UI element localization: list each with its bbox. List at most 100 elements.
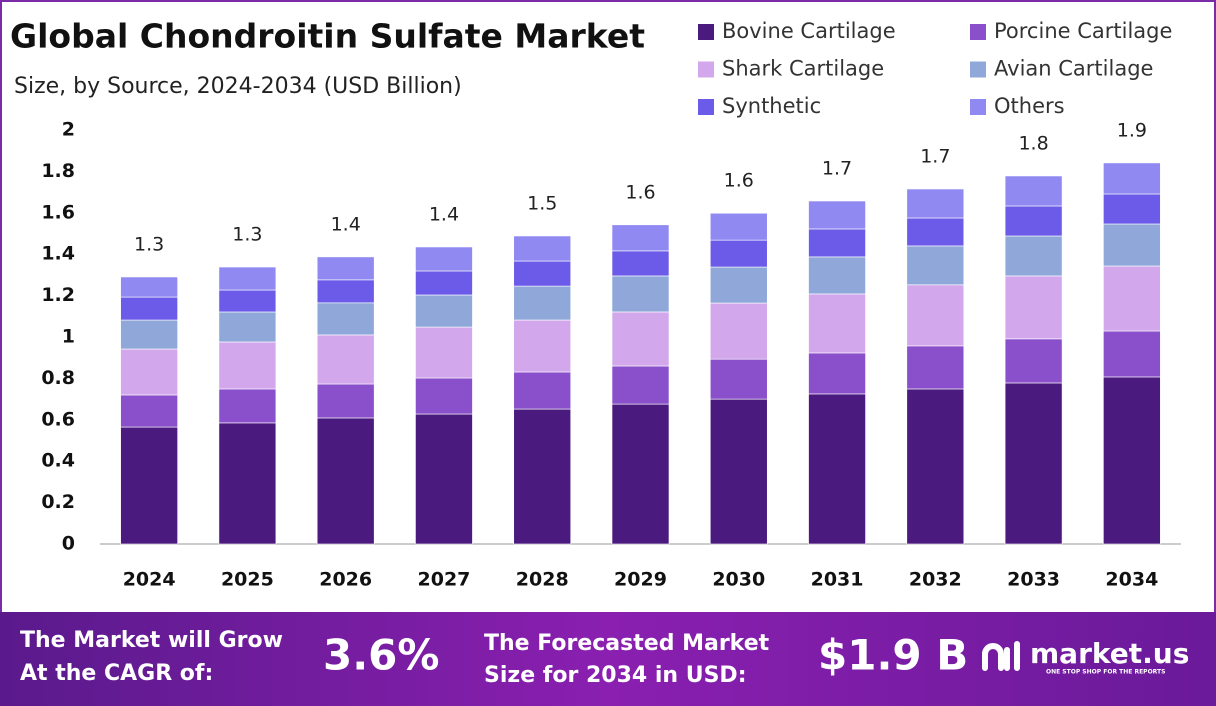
- total-label: 1.3: [232, 224, 262, 246]
- x-tick-label: 2033: [1007, 569, 1060, 591]
- bar-segment: [316, 417, 375, 545]
- chart-title: Global Chondroitin Sulfate Market: [10, 17, 645, 56]
- footer-text: At the CAGR of:: [20, 661, 213, 686]
- total-label: 1.6: [724, 170, 754, 192]
- y-tick-label: 2: [62, 119, 75, 141]
- bar-segment: [1004, 205, 1063, 237]
- bar-segment: [808, 256, 866, 295]
- bar-segment: [709, 398, 768, 545]
- bar-segment: [1103, 330, 1161, 378]
- bar-segment: [218, 341, 277, 390]
- legend-swatch: [698, 99, 714, 115]
- total-label: 1.6: [625, 181, 655, 203]
- bar-segment: [513, 371, 572, 410]
- bar-segment: [906, 284, 965, 347]
- bar-segment: [808, 352, 866, 395]
- bar-segment: [808, 393, 866, 545]
- y-tick-label: 1.2: [41, 284, 75, 306]
- footer-value: $1.9 B: [818, 631, 968, 680]
- y-tick-label: 0.8: [41, 367, 75, 389]
- legend-label: Others: [994, 94, 1065, 118]
- bar-segment: [906, 188, 965, 219]
- legend-swatch: [698, 24, 714, 40]
- bar-segment: [120, 319, 178, 350]
- total-label: 1.4: [331, 213, 361, 235]
- bar-segment: [1103, 376, 1161, 545]
- bar-segment: [808, 293, 866, 354]
- bar-segment: [906, 245, 965, 286]
- y-tick-label: 0.6: [41, 408, 75, 430]
- bar-segment: [218, 311, 277, 343]
- y-tick-label: 1.6: [41, 201, 75, 223]
- x-tick-label: 2028: [516, 569, 569, 591]
- bar-segment: [1004, 338, 1063, 384]
- bar-segment: [611, 311, 670, 367]
- total-label: 1.7: [822, 158, 852, 180]
- total-label: 1.7: [920, 145, 950, 167]
- x-tick-label: 2026: [319, 569, 372, 591]
- y-tick-label: 1: [62, 326, 75, 348]
- x-tick-label: 2032: [909, 569, 962, 591]
- bar-segment: [120, 426, 178, 545]
- bar-segment: [218, 422, 277, 545]
- footer-band: [0, 612, 1216, 706]
- bar-segment: [1103, 193, 1161, 225]
- bar-segment: [415, 270, 473, 296]
- total-label: 1.9: [1117, 119, 1147, 141]
- bar-segment: [1103, 162, 1161, 195]
- bar-segment: [1103, 223, 1161, 267]
- bar-segment: [120, 276, 178, 298]
- legend-label: Porcine Cartilage: [994, 19, 1172, 43]
- logo: market.us ONE STOP SHOP FOR THE REPORTS: [982, 637, 1189, 676]
- bar-segment: [513, 408, 572, 545]
- x-tick-label: 2025: [221, 569, 274, 591]
- bar-segment: [415, 377, 473, 415]
- y-tick-label: 0: [62, 533, 75, 555]
- bar-segment: [906, 345, 965, 390]
- y-tick-label: 0.4: [41, 450, 75, 472]
- x-tick-label: 2027: [418, 569, 471, 591]
- bar-segment: [611, 275, 670, 313]
- bar-segment: [316, 279, 375, 304]
- bar-segment: [415, 294, 473, 328]
- logo-text: market.us: [1030, 637, 1189, 670]
- y-tick-label: 0.2: [41, 491, 75, 513]
- total-label: 1.4: [429, 203, 459, 225]
- bar-segment: [218, 266, 277, 291]
- x-tick-label: 2031: [811, 569, 864, 591]
- bar-segment: [1004, 382, 1063, 545]
- bar-segment: [513, 285, 572, 321]
- footer-text: Size for 2034 in USD:: [484, 663, 747, 688]
- bar-segment: [709, 266, 768, 304]
- bar-segment: [120, 296, 178, 321]
- total-label: 1.8: [1018, 132, 1048, 154]
- x-tick-label: 2029: [614, 569, 667, 591]
- bar-segment: [709, 358, 768, 400]
- bar-segment: [808, 228, 866, 258]
- bar-segment: [316, 383, 375, 419]
- bar-segment: [1004, 175, 1063, 207]
- bar-segment: [513, 260, 572, 287]
- x-tick-label: 2034: [1105, 569, 1158, 591]
- logo-tagline: ONE STOP SHOP FOR THE REPORTS: [1046, 669, 1165, 676]
- footer-text: The Market will Grow: [20, 628, 283, 653]
- bar-segment: [120, 348, 178, 396]
- legend-label: Shark Cartilage: [722, 57, 884, 81]
- footer-value: 3.6%: [323, 631, 439, 680]
- bar-segment: [218, 289, 277, 313]
- bar-segment: [611, 250, 670, 277]
- bar-segment: [415, 326, 473, 379]
- bar-segment: [120, 394, 178, 428]
- bar-segment: [611, 365, 670, 405]
- x-tick-label: 2030: [712, 569, 765, 591]
- legend-label: Avian Cartilage: [994, 57, 1153, 81]
- total-label: 1.5: [527, 192, 557, 214]
- total-label: 1.3: [134, 233, 164, 255]
- x-tick-label: 2024: [123, 569, 176, 591]
- bar-segment: [1004, 235, 1063, 277]
- legend-swatch: [970, 99, 986, 115]
- legend-swatch: [970, 61, 986, 78]
- bar-segment: [316, 302, 375, 336]
- bar-segment: [709, 302, 768, 360]
